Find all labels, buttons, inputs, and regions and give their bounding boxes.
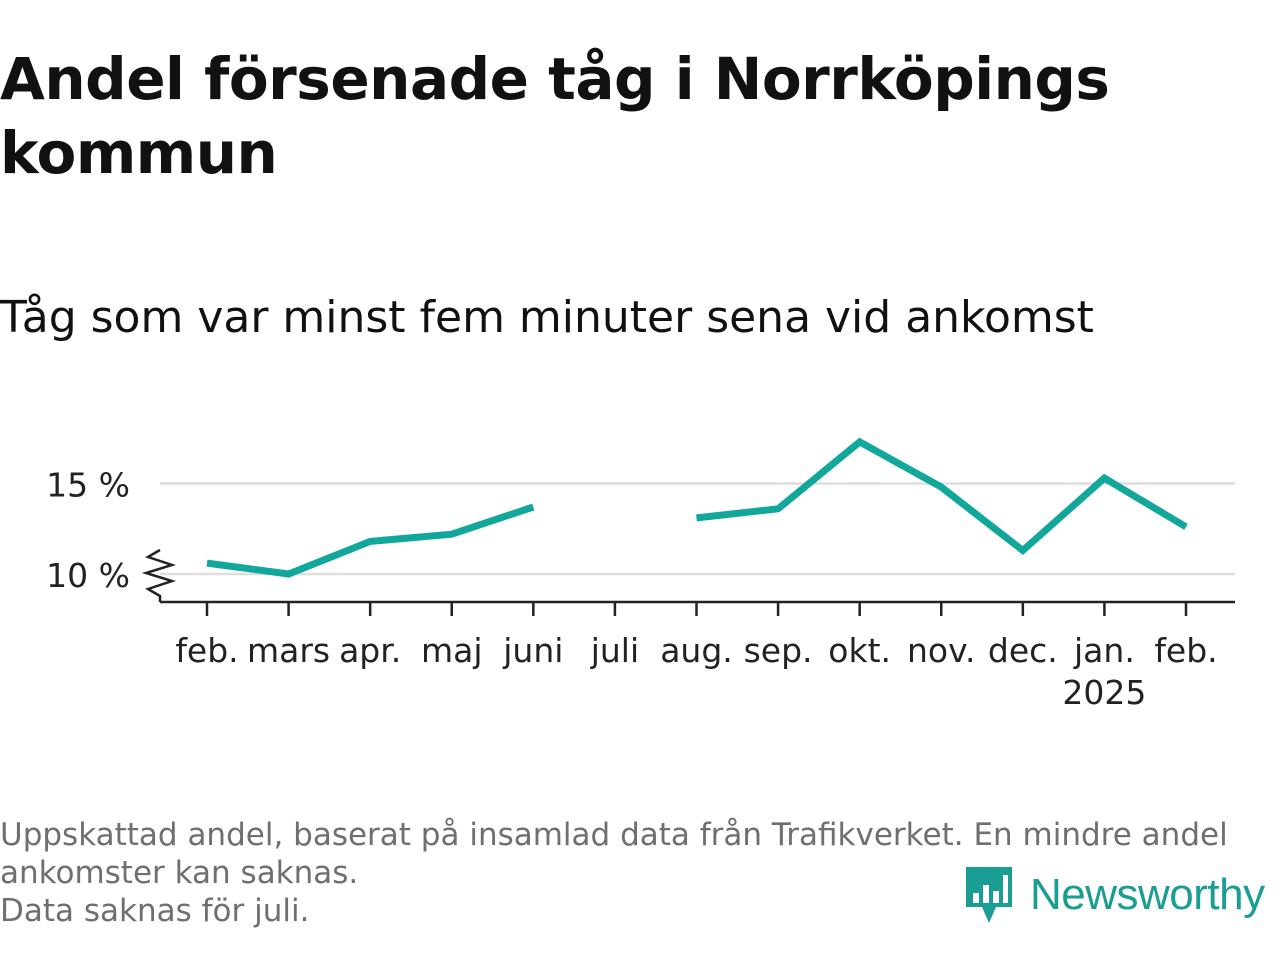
line-chart: 10 %15 %feb. mars apr. maj juni juli aug. sep. o… [46, 437, 1235, 712]
x-tick-label: aug. [660, 631, 733, 670]
axis-break-icon [141, 548, 177, 602]
x-tick-label: maj [421, 631, 483, 670]
x-tick-label: apr. [339, 631, 401, 670]
y-tick-label: 15 % [46, 466, 130, 505]
x-tick-label: feb. [175, 631, 238, 670]
x-tick-label: mars [247, 631, 330, 670]
x-tick-label: feb. [1154, 631, 1217, 670]
chart-title: Andel försenade tåg i Norrköpings kommun [0, 45, 1110, 187]
chart-subtitle: Tåg som var minst fem minuter sena vid a… [0, 292, 1094, 343]
brand-name: Newsworthy [1030, 870, 1265, 919]
series-line [696, 437, 1188, 556]
x-tick-label: dec. [988, 631, 1058, 670]
footnote-source: Uppskattad andel, baserat på insamlad da… [0, 817, 1228, 891]
x-tick-label: okt. [828, 631, 891, 670]
x-year-label: 2025 [1062, 673, 1146, 712]
x-tick-label: sep. [744, 631, 813, 670]
x-tick-label: juni [502, 631, 563, 670]
x-tick-label: jan. [1073, 631, 1135, 670]
series-line [206, 503, 535, 578]
x-tick-label: nov. [907, 631, 976, 670]
newsworthy-logo-icon [966, 867, 1012, 923]
brand: Newsworthy [962, 862, 1265, 928]
x-tick-label: juli [590, 631, 639, 670]
y-tick-label: 10 % [46, 556, 130, 595]
footnote-missing-data: Data saknas för juli. [0, 893, 310, 929]
footnotes: Uppskattad andel, baserat på insamlad da… [0, 816, 1270, 930]
